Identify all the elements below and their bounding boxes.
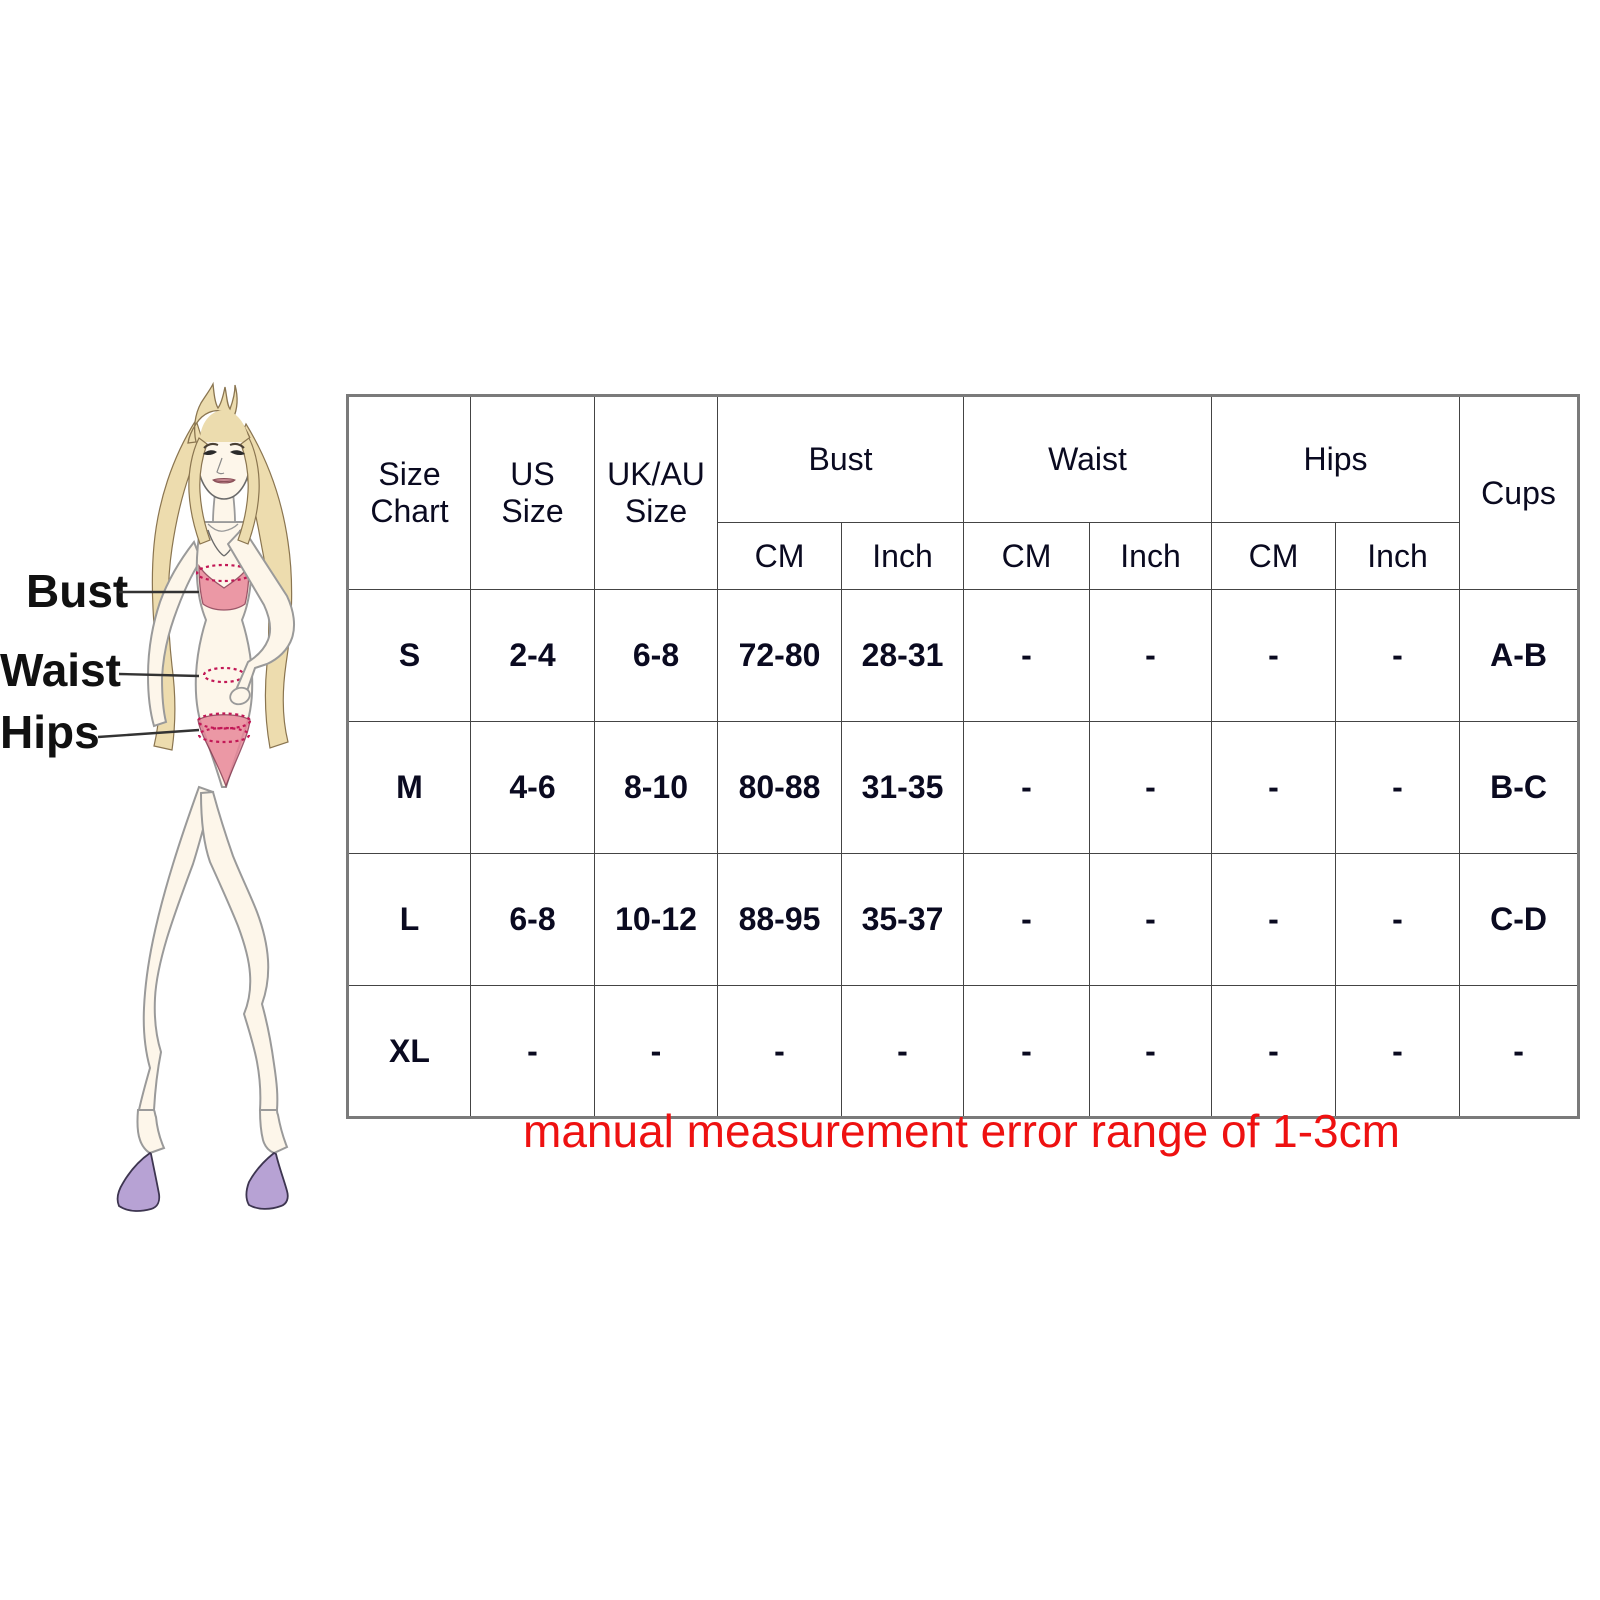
svg-text:Bust: Bust: [26, 565, 128, 617]
svg-text:Waist: Waist: [0, 644, 121, 696]
svg-text:Hips: Hips: [0, 706, 100, 758]
